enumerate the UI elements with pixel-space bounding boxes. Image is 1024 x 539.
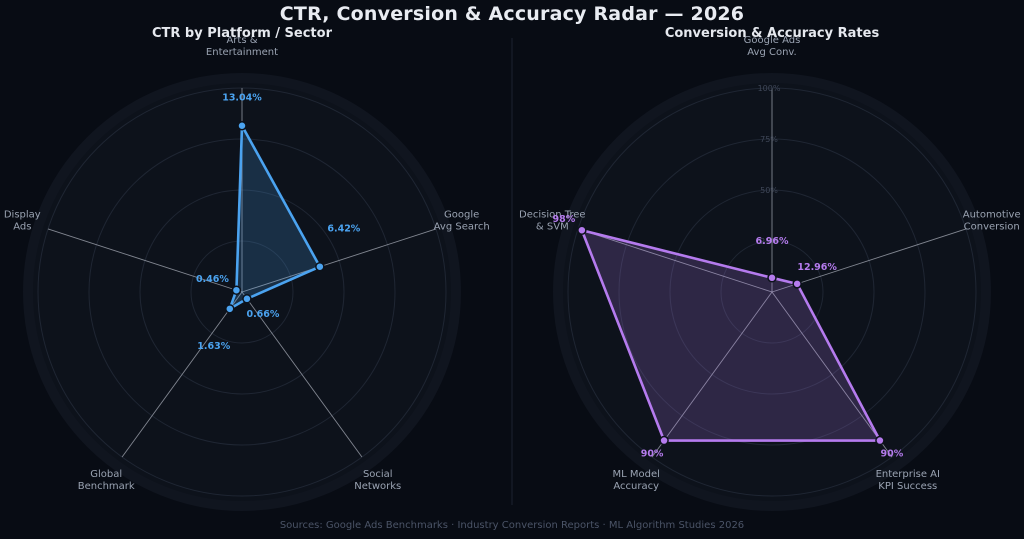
- footer-sources: Sources: Google Ads Benchmarks · Industr…: [279, 520, 745, 531]
- data-point-google-ads-avg-conv: [767, 273, 777, 283]
- value-label-google-ads-avg-conv: 6.96%: [756, 236, 789, 247]
- chart-title: Conversion & Accuracy Rates: [665, 26, 880, 41]
- ring-label: 100%: [758, 84, 781, 93]
- value-label-global-benchmark: 1.63%: [197, 341, 230, 352]
- data-point-arts-entertainment: [237, 120, 247, 131]
- axis-label-automotive-conversion: Automotive Conversion: [963, 210, 1021, 233]
- axis-spoke: [241, 228, 437, 293]
- value-label-ml-model-accuracy: 90%: [641, 449, 664, 460]
- axis-spoke: [771, 291, 893, 458]
- axis-label-ml-model-accuracy: ML Model Accuracy: [613, 469, 660, 492]
- axis-label-global-benchmark: Global Benchmark: [78, 469, 135, 492]
- axis-label-enterprise-ai-kpi-success: Enterprise AI KPI Success: [876, 469, 940, 492]
- axis-spoke: [241, 291, 363, 458]
- axis-spoke: [577, 228, 773, 293]
- data-point-social-networks: [242, 294, 252, 304]
- value-label-enterprise-ai-kpi-success: 90%: [881, 449, 904, 460]
- value-label-arts-entertainment: 13.04%: [222, 93, 262, 104]
- axis-spoke: [121, 291, 243, 458]
- value-label-automotive-conversion: 12.96%: [797, 262, 837, 273]
- ring-label: 25%: [760, 237, 778, 246]
- series-polygon: [228, 124, 322, 311]
- data-point-google-avg-search: [315, 261, 325, 272]
- axis-label-arts-entertainment: Arts & Entertainment: [206, 35, 278, 58]
- data-point-ml-model-accuracy: [659, 435, 669, 446]
- value-label-google-avg-search: 6.42%: [327, 224, 360, 235]
- value-label-social-networks: 0.66%: [246, 309, 279, 320]
- value-label-decision-tree-svm: 98%: [552, 214, 575, 225]
- data-point-global-benchmark: [225, 304, 235, 314]
- ring-label: 50%: [760, 186, 778, 195]
- ring-label: 75%: [760, 135, 778, 144]
- chart-title: CTR by Platform / Sector: [152, 26, 333, 41]
- axis-label-google-ads-avg-conv: Google Ads Avg Conv.: [744, 35, 801, 58]
- data-point-decision-tree-svm: [577, 225, 587, 235]
- axis-spoke: [47, 228, 243, 293]
- conversion-radar-chart: 25% 50% 75% 100% Google Ads Avg Conv. Automoti…: [519, 26, 1021, 511]
- axis-label-google-avg-search: Google Avg Search: [434, 210, 490, 233]
- axis-spoke: [771, 228, 967, 293]
- data-point-enterprise-ai-kpi-success: [875, 435, 885, 446]
- ctr-radar-chart: Arts & Entertainment Google Avg Search Socia…: [4, 26, 490, 511]
- data-point-display-ads: [231, 285, 242, 295]
- value-label-display-ads: 0.46%: [196, 274, 229, 285]
- data-point-automotive-conversion: [792, 279, 802, 289]
- axis-label-decision-tree-svm: Decision Tree & SVM: [519, 210, 586, 233]
- axis-label-social-networks: Social Networks: [354, 469, 401, 492]
- axis-label-display-ads: Display Ads: [4, 210, 41, 233]
- main-title: CTR, Conversion & Accuracy Radar — 2026: [279, 3, 745, 25]
- axis-spoke: [651, 291, 773, 458]
